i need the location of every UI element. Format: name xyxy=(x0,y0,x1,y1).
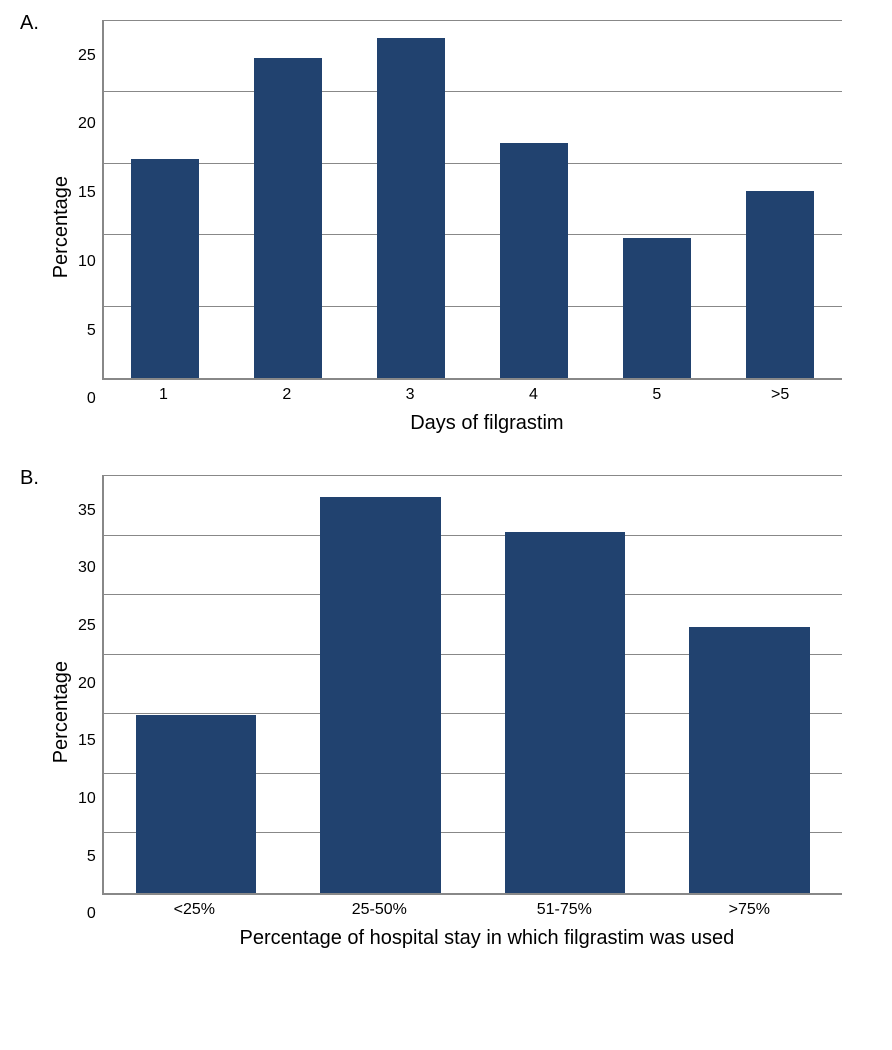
y-ticks-a: 25 20 15 10 5 0 xyxy=(78,47,102,409)
plot-column-a: 12345>5 Days of filgrastim xyxy=(102,20,872,435)
bar xyxy=(254,58,322,378)
y-tick-label: 20 xyxy=(78,675,96,693)
bar xyxy=(131,159,199,378)
y-tick-label: 10 xyxy=(78,790,96,808)
x-tick-label: 51-75% xyxy=(472,901,657,919)
bar xyxy=(320,497,440,893)
y-axis-label-b: Percentage xyxy=(50,661,73,763)
bars-b xyxy=(104,475,842,893)
y-tick-label: 5 xyxy=(87,322,96,340)
plot-wrapper-b: Percentage 35 30 25 20 15 10 5 0 <25%25-50%51-7… xyxy=(50,475,872,950)
x-tick-label: 3 xyxy=(348,386,471,404)
y-tick-label: 0 xyxy=(87,905,96,923)
bar xyxy=(377,38,445,378)
plot-area-a xyxy=(102,20,842,380)
plot-area-b xyxy=(102,475,842,895)
x-tick-label: 25-50% xyxy=(287,901,472,919)
x-tick-label: 4 xyxy=(472,386,595,404)
x-axis-label-a: Days of filgrastim xyxy=(102,412,872,435)
chart-b: B. Percentage 35302520151050 <25%25-50%5… xyxy=(20,475,872,950)
y-tick-label: 20 xyxy=(78,115,96,133)
x-tick-label: 1 xyxy=(102,386,225,404)
x-ticks-a: 12345>5 xyxy=(102,386,842,404)
y-tick-label: 30 xyxy=(78,559,96,577)
y-tick-label: 15 xyxy=(78,184,96,202)
panel-label-b: B. xyxy=(20,467,39,490)
plot-column-b: <25%25-50%51-75%>75% Percentage of hospi… xyxy=(102,475,872,950)
plot-wrapper-a: Percentage 2520151050 12345>5 Days of fi… xyxy=(50,20,872,435)
chart-a: A. Percentage 2520151050 12345>5 Days of… xyxy=(20,20,872,435)
bar xyxy=(500,143,568,378)
y-tick-label: 15 xyxy=(78,732,96,750)
y-tick-label: 25 xyxy=(78,47,96,65)
bar xyxy=(505,532,625,893)
bar xyxy=(746,191,814,378)
y-tick-label: 5 xyxy=(87,848,96,866)
y-tick-label: 10 xyxy=(78,253,96,271)
x-axis-label-b: Percentage of hospital stay in which fil… xyxy=(102,927,872,950)
bars-a xyxy=(104,20,842,378)
panel-label-a: A. xyxy=(20,12,39,35)
y-tick-label: 35 xyxy=(78,502,96,520)
y-ticks-b: 35 30 25 20 15 10 5 0 xyxy=(78,502,102,924)
y-tick-label: 0 xyxy=(87,390,96,408)
y-tick-label: 25 xyxy=(78,617,96,635)
x-tick-label: 2 xyxy=(225,386,348,404)
x-tick-label: >75% xyxy=(657,901,842,919)
bar xyxy=(689,627,809,893)
bar xyxy=(623,238,691,378)
x-tick-label: >5 xyxy=(718,386,841,404)
x-tick-label: <25% xyxy=(102,901,287,919)
y-axis-label-a: Percentage xyxy=(50,176,73,278)
x-ticks-b: <25%25-50%51-75%>75% xyxy=(102,901,842,919)
bar xyxy=(136,715,256,893)
x-tick-label: 5 xyxy=(595,386,718,404)
